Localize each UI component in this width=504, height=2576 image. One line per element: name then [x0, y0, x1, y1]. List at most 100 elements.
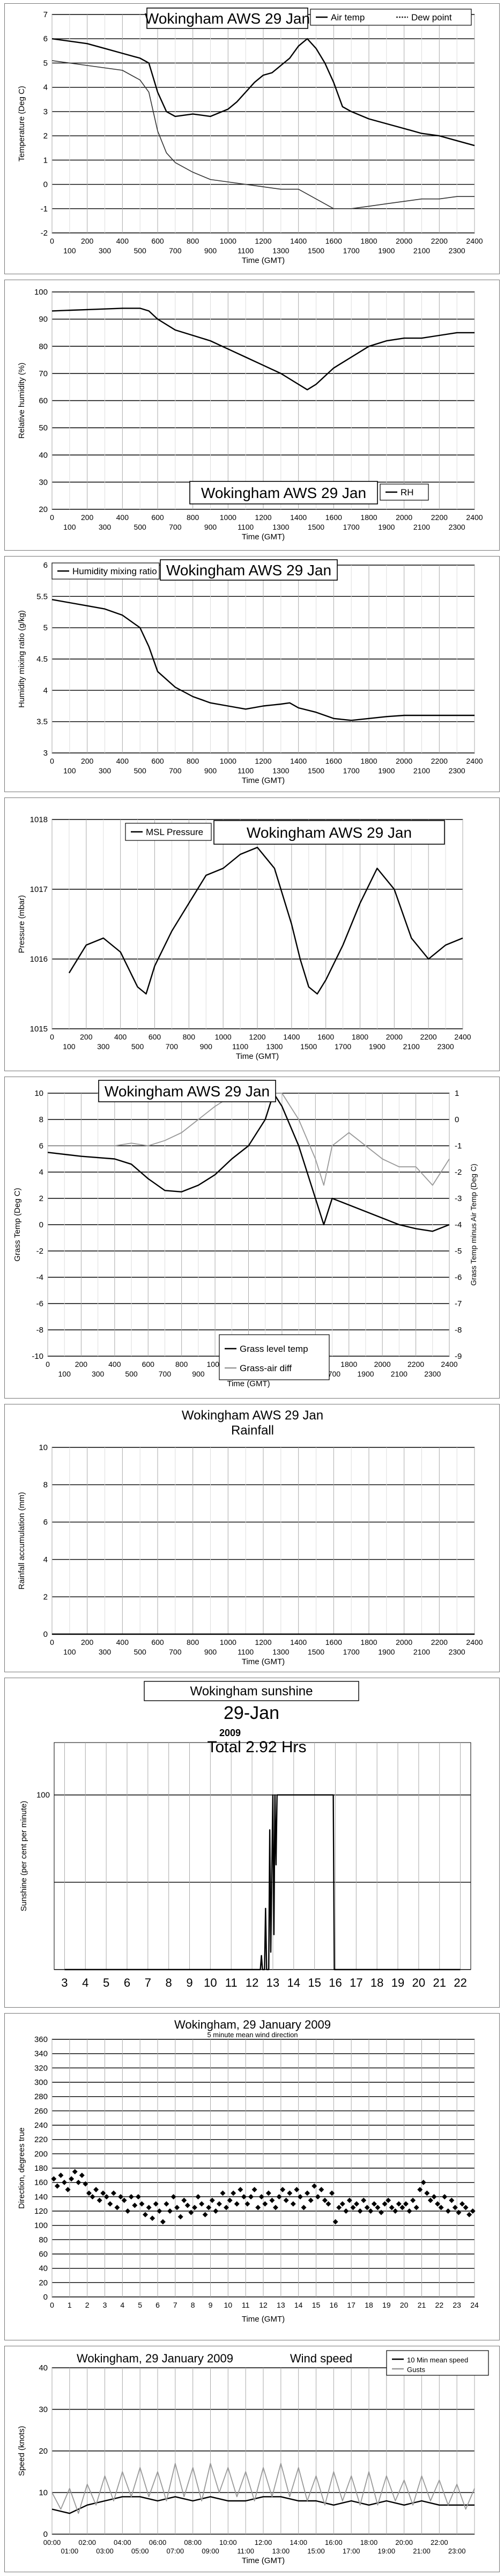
- y-tick-label: 5.5: [36, 592, 48, 601]
- legend-label: Grass level temp: [240, 1344, 308, 1354]
- x-tick-label: 500: [131, 1042, 144, 1051]
- x-tick-label: 600: [149, 1033, 161, 1041]
- y-tick-label: 8: [39, 1115, 43, 1124]
- y-tick-label: 4: [39, 1168, 43, 1177]
- chart-title-box: [213, 820, 445, 845]
- x-tick-label: 2100: [413, 766, 430, 775]
- x-tick-label: 23: [453, 2301, 461, 2309]
- x-tick-label: 1800: [360, 237, 377, 245]
- data-point: [231, 2190, 236, 2196]
- data-point: [346, 2198, 352, 2203]
- x-tick-label: 1500: [308, 766, 324, 775]
- y-tick-label: -4: [36, 1273, 43, 1282]
- x-tick-label: 1200: [255, 237, 271, 245]
- y-tick-label: 360: [34, 2035, 48, 2044]
- x-tick-label: 1000: [215, 1033, 232, 1041]
- x-tick-label: 3: [103, 2301, 107, 2309]
- data-point: [65, 2187, 71, 2192]
- x-tick-label: 19: [382, 2301, 391, 2309]
- x-tick-label: 15: [308, 1976, 321, 1989]
- data-point: [241, 2194, 247, 2200]
- x-tick-label: 2400: [466, 757, 483, 765]
- y-axis-label: Relative humidity (%): [17, 363, 26, 439]
- x-tick-label: 2200: [431, 237, 448, 245]
- y-tick-label: 120: [34, 2207, 48, 2216]
- chart-wind-speed: 0 10 20 30 40 00:00 02:00 04:00 06:00 08:00 10:00 1…: [4, 2346, 500, 2572]
- data-point: [143, 2212, 149, 2218]
- chart-grass-temperature: -10 -8 -6 -4 -2 0 2 4 6 8 10 -9 -8 -7 -6 -5 -4 -3 -2 -1 0 1 0 2…: [4, 1077, 500, 1399]
- x-tick-label: 3: [61, 1976, 68, 1989]
- x-tick-label: 23:00: [448, 2547, 466, 2555]
- data-point: [389, 2205, 395, 2211]
- x-tick-label: 14: [294, 2301, 303, 2309]
- x-tick-label: 06:00: [149, 2538, 167, 2546]
- x-tick-label: 300: [92, 1370, 105, 1378]
- x-tick-label: 2200: [431, 1638, 448, 1646]
- x-tick-label: 500: [134, 766, 146, 775]
- x-tick-label: 200: [81, 237, 94, 245]
- x-tick-label: 02:00: [78, 2538, 96, 2546]
- data-point: [322, 2198, 328, 2203]
- x-tick-label: 500: [134, 1648, 146, 1656]
- x-tick-label: 2300: [449, 766, 465, 775]
- chart-title-box: [98, 1080, 276, 1102]
- y-tick-label: 0: [39, 1220, 43, 1230]
- legend-label: 10 Min mean speed: [407, 2356, 468, 2364]
- x-tick-label: 0: [50, 513, 54, 522]
- x-tick-label: 900: [192, 1370, 205, 1378]
- chart-title: Wokingham AWS 29 Jan: [105, 1083, 270, 1100]
- x-tick-label: 100: [63, 523, 76, 531]
- y2-tick-label: -5: [455, 1247, 462, 1256]
- data-point: [103, 2194, 109, 2200]
- y-tick-label: 0: [43, 1630, 48, 1639]
- y-axis-label: Speed (knots): [17, 2426, 26, 2476]
- y-tick-label: 4: [43, 83, 48, 92]
- x-tick-label: 400: [116, 1638, 129, 1646]
- y-tick-label: -6: [36, 1299, 43, 1308]
- x-tick-label: 1900: [369, 1042, 386, 1051]
- x-tick-label: 2000: [396, 757, 412, 765]
- x-tick-label: 1300: [272, 523, 289, 531]
- x-tick-label: 5: [138, 2301, 142, 2309]
- data-point: [146, 2205, 152, 2211]
- data-point: [184, 2202, 190, 2208]
- x-tick-label: 13: [277, 2301, 285, 2309]
- x-tick-label: 8: [166, 1976, 172, 1989]
- x-tick-label: 700: [169, 523, 182, 531]
- data-point: [224, 2205, 229, 2211]
- x-tick-label: 1500: [308, 246, 324, 255]
- data-point: [188, 2209, 194, 2215]
- chart-svg: 1015 1016 1017 1018 0 200 400 600 800 1000 1200 140…: [17, 815, 471, 1061]
- data-point: [216, 2201, 222, 2207]
- x-tick-label: 700: [169, 766, 182, 775]
- y-tick-label: 30: [39, 478, 48, 487]
- data-point: [244, 2201, 250, 2207]
- x-tick-label: 6: [124, 1976, 130, 1989]
- chart-subtitle: Rainfall: [231, 1423, 274, 1438]
- x-tick-label: 1500: [308, 1648, 324, 1656]
- data-point: [125, 2208, 131, 2214]
- x-tick-label: 500: [134, 523, 146, 531]
- x-tick-label: 900: [204, 766, 217, 775]
- x-tick-label: 1300: [266, 1042, 283, 1051]
- data-point: [438, 2205, 444, 2211]
- data-point: [139, 2201, 145, 2207]
- y-axis-label: Sunshine (per cent per minute): [19, 1801, 28, 1912]
- y-tick-label: 70: [39, 369, 48, 378]
- x-tick-label: 2100: [403, 1042, 420, 1051]
- x-tick-label: 1000: [220, 1638, 236, 1646]
- data-point: [308, 2198, 314, 2203]
- y-tick-label: 320: [34, 2063, 48, 2073]
- x-tick-label: 2300: [438, 1042, 454, 1051]
- chart-title: Wokingham, 29 January 2009: [77, 2352, 233, 2365]
- chart-title-box: [146, 8, 308, 29]
- x-tick-label: 1800: [340, 1360, 357, 1368]
- x-tick-label: 2300: [449, 1648, 465, 1656]
- x-axis-label: Time (GMT): [242, 1657, 285, 1666]
- y-tick-label: 3.5: [36, 718, 48, 727]
- x-tick-label: 12: [259, 2301, 268, 2309]
- x-tick-label: 7: [173, 2301, 177, 2309]
- x-axis-label: Time (GMT): [227, 1379, 270, 1388]
- y-tick-label: -2: [36, 1247, 43, 1256]
